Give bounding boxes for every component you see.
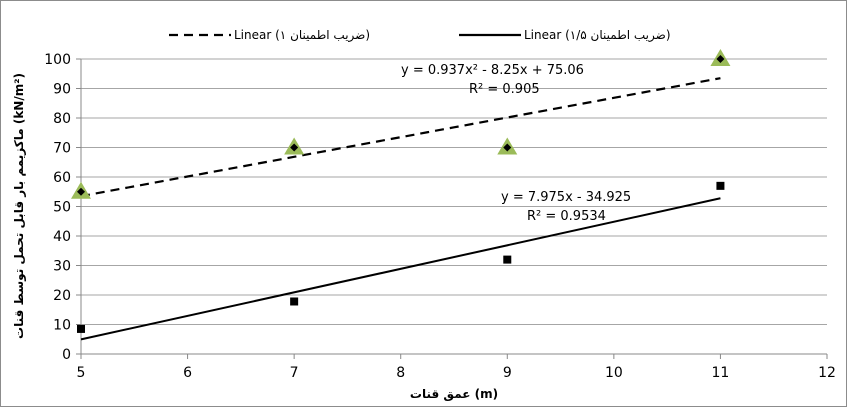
x-tick-label: 5 bbox=[77, 365, 86, 381]
data-point-square bbox=[290, 297, 299, 306]
y-tick-label: 100 bbox=[44, 52, 71, 68]
trendline-equation-solid: y = 7.975x - 34.925 bbox=[501, 190, 631, 205]
y-tick-label: 50 bbox=[53, 200, 71, 216]
x-tick-label: 7 bbox=[290, 365, 299, 381]
x-tick-label: 10 bbox=[605, 365, 623, 381]
y-tick-label: 30 bbox=[53, 259, 71, 275]
data-point-diamond bbox=[77, 187, 85, 196]
trendline-solid bbox=[80, 197, 721, 341]
data-point-diamond bbox=[290, 143, 299, 152]
y-tick-label: 20 bbox=[53, 288, 71, 304]
legend-label-dashed: Linear (ضریب اطمینان ۱) bbox=[234, 28, 370, 43]
x-tick-label: 8 bbox=[396, 365, 405, 381]
y-tick-label: 90 bbox=[53, 82, 71, 98]
y-axis-title: ماکزیمم بار قابل تحمل توسط قنات (kN/m²) bbox=[12, 73, 27, 339]
data-point-square bbox=[503, 255, 512, 264]
data-point-diamond bbox=[503, 143, 512, 152]
x-tick-label: 11 bbox=[712, 365, 730, 381]
data-point-square bbox=[716, 181, 725, 190]
x-tick-label: 9 bbox=[503, 365, 512, 381]
y-tick-label: 0 bbox=[62, 347, 71, 363]
data-point-square bbox=[77, 324, 85, 333]
trendline-r2-dashed: R² = 0.905 bbox=[469, 82, 540, 97]
y-tick-label: 10 bbox=[53, 318, 71, 334]
data-point-diamond bbox=[716, 55, 725, 63]
legend-label-solid: Linear (ضریب اطمینان ۱/۵) bbox=[524, 28, 671, 43]
x-tick-label: 12 bbox=[818, 365, 836, 381]
x-axis-title: عمق قنات (m) bbox=[410, 387, 498, 401]
y-tick-label: 70 bbox=[53, 141, 71, 157]
y-tick-label: 80 bbox=[53, 111, 71, 127]
trendline-dashed bbox=[80, 77, 721, 198]
x-tick-label: 6 bbox=[183, 365, 192, 381]
trendline-r2-solid: R² = 0.9534 bbox=[527, 209, 606, 224]
y-tick-label: 40 bbox=[53, 229, 71, 245]
y-tick-label: 60 bbox=[53, 170, 71, 186]
trendline-equation-dashed: y = 0.937x² - 8.25x + 75.06 bbox=[401, 63, 584, 78]
